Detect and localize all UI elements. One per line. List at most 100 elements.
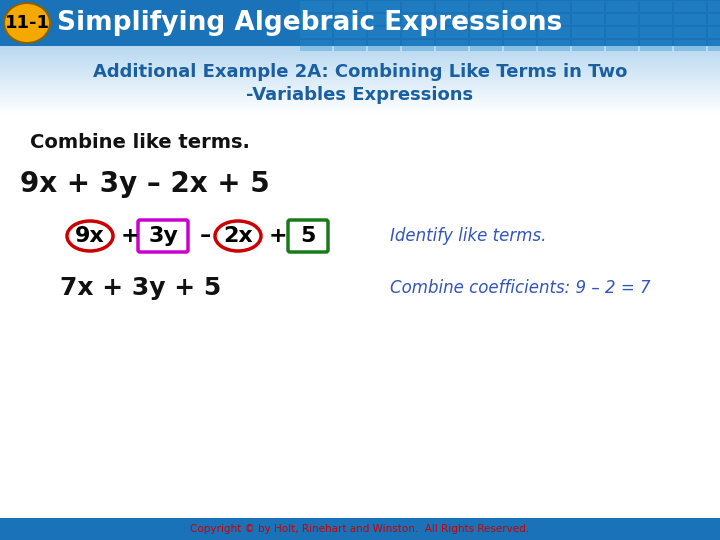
FancyBboxPatch shape [368, 1, 400, 12]
FancyBboxPatch shape [606, 14, 638, 25]
FancyBboxPatch shape [606, 40, 638, 51]
FancyBboxPatch shape [0, 59, 720, 60]
FancyBboxPatch shape [300, 40, 332, 51]
FancyBboxPatch shape [402, 40, 434, 51]
FancyBboxPatch shape [0, 114, 720, 518]
FancyBboxPatch shape [368, 14, 400, 25]
Text: +: + [121, 226, 139, 246]
FancyBboxPatch shape [0, 79, 720, 80]
FancyBboxPatch shape [708, 27, 720, 38]
Text: 9x: 9x [75, 226, 105, 246]
FancyBboxPatch shape [334, 40, 366, 51]
FancyBboxPatch shape [640, 14, 672, 25]
FancyBboxPatch shape [402, 14, 434, 25]
FancyBboxPatch shape [0, 83, 720, 84]
FancyBboxPatch shape [640, 40, 672, 51]
FancyBboxPatch shape [0, 99, 720, 100]
FancyBboxPatch shape [708, 40, 720, 51]
FancyBboxPatch shape [606, 27, 638, 38]
FancyBboxPatch shape [640, 27, 672, 38]
FancyBboxPatch shape [0, 88, 720, 90]
FancyBboxPatch shape [0, 51, 720, 52]
FancyBboxPatch shape [0, 65, 720, 66]
FancyBboxPatch shape [402, 27, 434, 38]
Text: 9x + 3y – 2x + 5: 9x + 3y – 2x + 5 [20, 170, 270, 198]
FancyBboxPatch shape [0, 54, 720, 56]
FancyBboxPatch shape [0, 90, 720, 91]
FancyBboxPatch shape [504, 1, 536, 12]
FancyBboxPatch shape [0, 87, 720, 89]
FancyBboxPatch shape [0, 111, 720, 112]
FancyBboxPatch shape [436, 1, 468, 12]
Text: 11-1: 11-1 [4, 14, 50, 32]
FancyBboxPatch shape [300, 14, 332, 25]
FancyBboxPatch shape [0, 50, 720, 51]
FancyBboxPatch shape [0, 57, 720, 58]
Ellipse shape [5, 4, 49, 42]
FancyBboxPatch shape [0, 91, 720, 92]
FancyBboxPatch shape [0, 518, 720, 540]
FancyBboxPatch shape [572, 14, 604, 25]
FancyBboxPatch shape [0, 70, 720, 71]
FancyBboxPatch shape [0, 52, 720, 53]
Text: 3y: 3y [148, 226, 178, 246]
FancyBboxPatch shape [0, 103, 720, 105]
FancyBboxPatch shape [0, 94, 720, 96]
FancyBboxPatch shape [0, 64, 720, 65]
FancyBboxPatch shape [0, 102, 720, 104]
FancyBboxPatch shape [0, 72, 720, 73]
FancyBboxPatch shape [708, 1, 720, 12]
FancyBboxPatch shape [538, 14, 570, 25]
FancyBboxPatch shape [572, 27, 604, 38]
FancyBboxPatch shape [0, 105, 720, 106]
FancyBboxPatch shape [0, 80, 720, 82]
FancyBboxPatch shape [0, 46, 720, 48]
FancyBboxPatch shape [436, 40, 468, 51]
FancyBboxPatch shape [504, 40, 536, 51]
FancyBboxPatch shape [0, 62, 720, 64]
FancyBboxPatch shape [0, 93, 720, 94]
FancyBboxPatch shape [436, 27, 468, 38]
FancyBboxPatch shape [334, 1, 366, 12]
FancyBboxPatch shape [0, 67, 720, 69]
FancyBboxPatch shape [674, 27, 706, 38]
FancyBboxPatch shape [0, 81, 720, 83]
FancyBboxPatch shape [538, 40, 570, 51]
FancyBboxPatch shape [0, 55, 720, 57]
FancyBboxPatch shape [538, 27, 570, 38]
FancyBboxPatch shape [0, 85, 720, 86]
FancyBboxPatch shape [0, 71, 720, 72]
FancyBboxPatch shape [0, 92, 720, 93]
Text: 2x: 2x [223, 226, 253, 246]
FancyBboxPatch shape [0, 109, 720, 111]
FancyBboxPatch shape [0, 84, 720, 85]
Text: –: – [199, 226, 211, 246]
FancyBboxPatch shape [0, 49, 720, 51]
FancyBboxPatch shape [0, 78, 720, 79]
Ellipse shape [3, 2, 51, 44]
FancyBboxPatch shape [674, 40, 706, 51]
FancyBboxPatch shape [0, 96, 720, 98]
FancyBboxPatch shape [470, 27, 502, 38]
FancyBboxPatch shape [0, 101, 720, 103]
FancyBboxPatch shape [0, 66, 720, 68]
FancyBboxPatch shape [606, 1, 638, 12]
FancyBboxPatch shape [572, 1, 604, 12]
Text: +: + [269, 226, 287, 246]
FancyBboxPatch shape [0, 110, 720, 111]
Text: -Variables Expressions: -Variables Expressions [246, 86, 474, 104]
FancyBboxPatch shape [0, 61, 720, 63]
Text: Combine like terms.: Combine like terms. [30, 132, 250, 152]
FancyBboxPatch shape [640, 1, 672, 12]
FancyBboxPatch shape [334, 14, 366, 25]
FancyBboxPatch shape [504, 14, 536, 25]
FancyBboxPatch shape [0, 48, 720, 50]
FancyBboxPatch shape [538, 1, 570, 12]
FancyBboxPatch shape [436, 14, 468, 25]
FancyBboxPatch shape [0, 69, 720, 71]
FancyBboxPatch shape [504, 27, 536, 38]
FancyBboxPatch shape [300, 27, 332, 38]
Text: Combine coefficients: 9 – 2 = 7: Combine coefficients: 9 – 2 = 7 [390, 279, 651, 297]
FancyBboxPatch shape [470, 1, 502, 12]
FancyBboxPatch shape [0, 106, 720, 107]
